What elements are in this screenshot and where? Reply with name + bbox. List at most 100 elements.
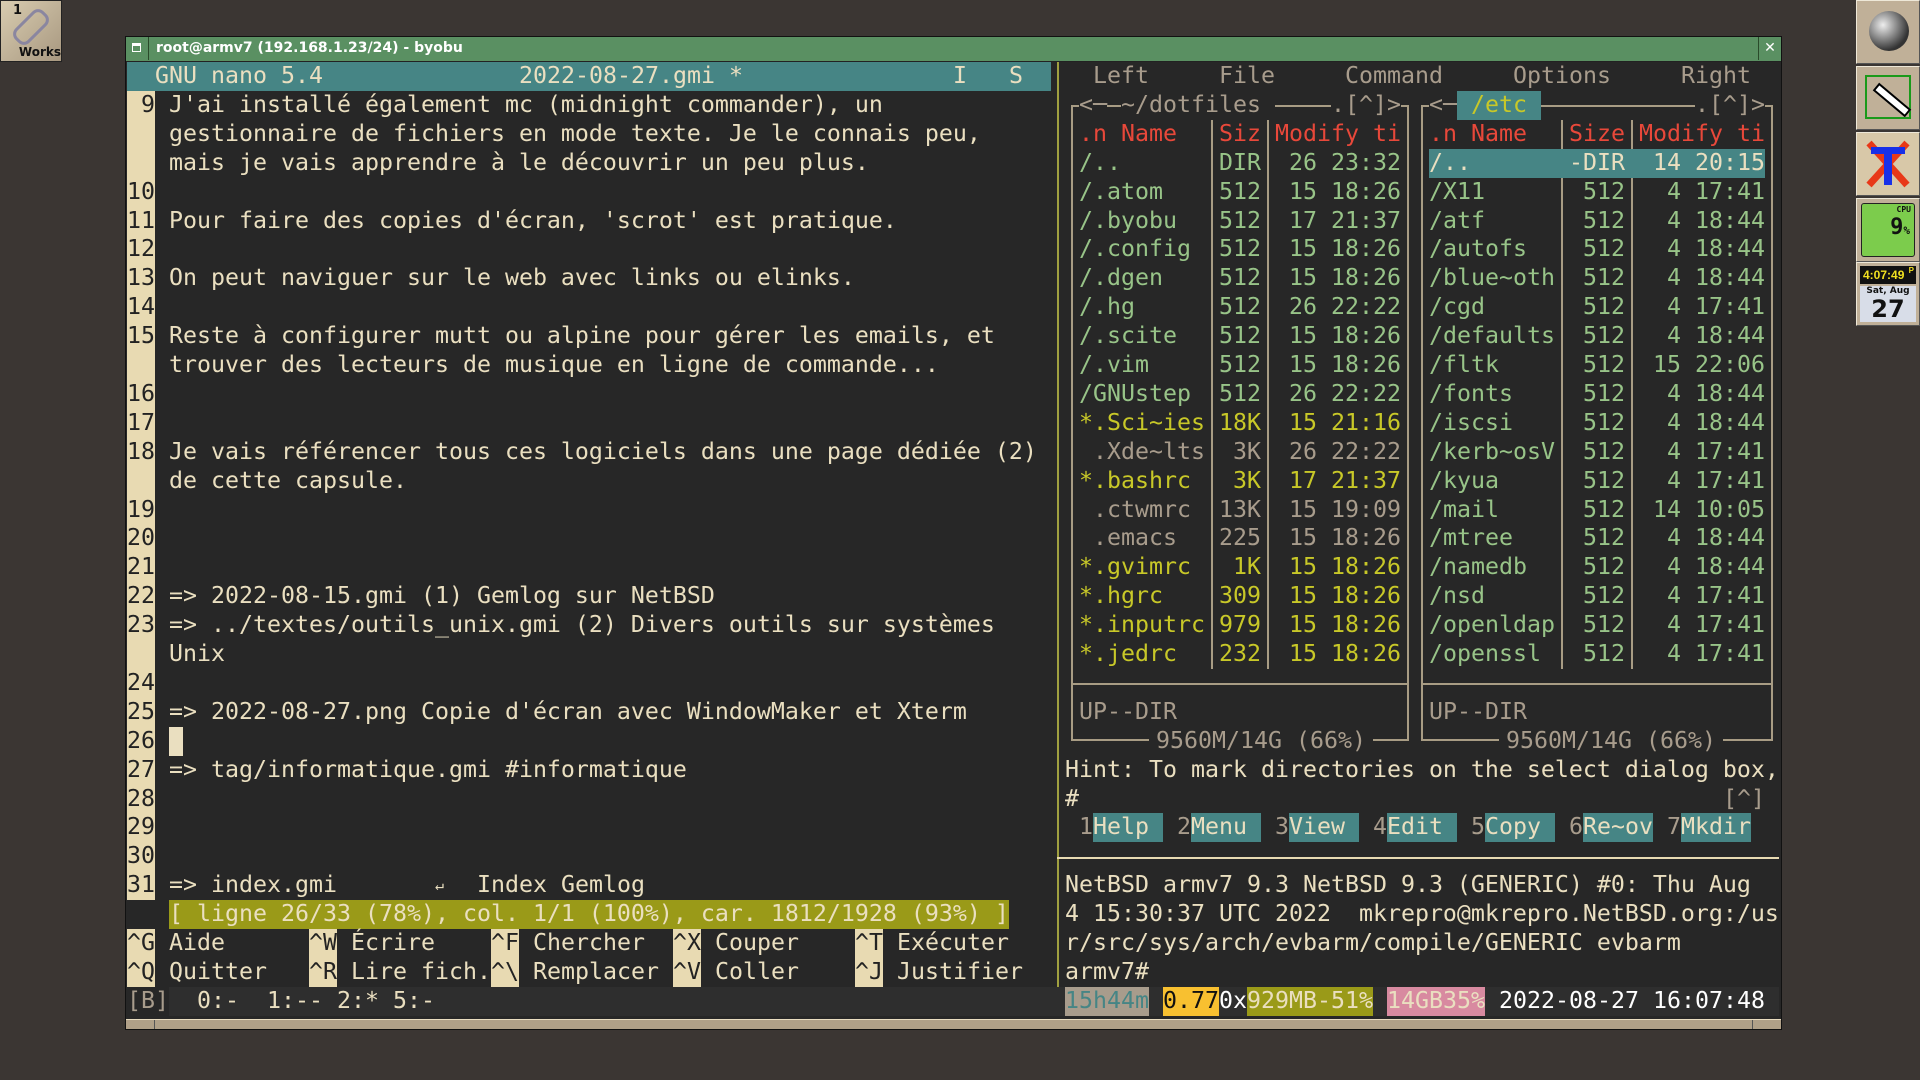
- xterm-icon[interactable]: [1856, 132, 1920, 196]
- menu-command[interactable]: Command: [1345, 62, 1443, 89]
- file-name[interactable]: *.inputrc: [1079, 611, 1205, 639]
- command-prompt[interactable]: #: [1065, 784, 1079, 812]
- fkey-reov-button[interactable]: Re~ov: [1583, 813, 1653, 843]
- fkey-view-button[interactable]: View: [1289, 813, 1359, 843]
- shortcut-key[interactable]: ^T: [855, 929, 883, 958]
- file-name[interactable]: /namedb: [1429, 553, 1527, 581]
- shortcut-label[interactable]: Couper: [715, 929, 799, 956]
- file-name[interactable]: /iscsi: [1429, 408, 1513, 436]
- shortcut-label[interactable]: Aide: [169, 929, 225, 956]
- file-name[interactable]: *.hgrc: [1079, 582, 1163, 610]
- shortcut-label[interactable]: Quitter: [169, 957, 267, 985]
- prompt-history-button[interactable]: [^]: [1723, 784, 1765, 812]
- file-name[interactable]: /mtree: [1429, 524, 1513, 552]
- miniaturize-button[interactable]: [126, 37, 149, 60]
- file-name[interactable]: /.dgen: [1079, 264, 1163, 292]
- shortcut-key[interactable]: ^X: [673, 929, 701, 958]
- menu-file[interactable]: File: [1219, 62, 1275, 89]
- byobu-window-list[interactable]: 0:- 1:-- 2:* 5:-: [197, 986, 435, 1014]
- file-name[interactable]: .Xde~lts: [1079, 437, 1205, 465]
- shortcut-label[interactable]: Exécuter: [897, 929, 1009, 956]
- text-line[interactable]: => index.gmi: [169, 871, 337, 899]
- fkey-menu-button[interactable]: Menu: [1191, 813, 1261, 843]
- window-titlebar[interactable]: root@armv7 (192.168.1.23/24) - byobu ✕: [126, 37, 1781, 62]
- file-name[interactable]: /fltk: [1429, 351, 1499, 378]
- file-name[interactable]: /cgd: [1429, 293, 1485, 321]
- shortcut-key[interactable]: ^V: [673, 957, 701, 987]
- file-name[interactable]: /.config: [1079, 235, 1191, 263]
- fkey-copy-button[interactable]: Copy: [1485, 813, 1555, 843]
- file-name[interactable]: /defaults: [1429, 322, 1555, 350]
- file-name[interactable]: /kerb~osV: [1429, 437, 1555, 465]
- file-name[interactable]: /autofs: [1429, 235, 1527, 263]
- resize-bar[interactable]: [126, 1019, 1781, 1029]
- shortcut-key[interactable]: ^J: [855, 957, 883, 987]
- file-name[interactable]: /mail: [1429, 495, 1499, 523]
- file-name[interactable]: /nsd: [1429, 582, 1485, 610]
- text-line[interactable]: Je vais référencer tous ces logiciels da…: [169, 437, 1037, 465]
- file-name[interactable]: /.byobu: [1079, 206, 1177, 234]
- shortcut-label[interactable]: Justifier: [897, 957, 1023, 985]
- file-name[interactable]: /.scite: [1079, 322, 1177, 350]
- menu-left[interactable]: Left: [1093, 62, 1149, 89]
- shortcut-key[interactable]: ^F: [491, 929, 519, 958]
- text-line[interactable]: => ../textes/outils_unix.gmi (2) Divers …: [169, 611, 995, 639]
- file-name[interactable]: /fonts: [1429, 379, 1513, 407]
- file-name[interactable]: /atf: [1429, 206, 1485, 234]
- shortcut-label[interactable]: Remplacer: [533, 957, 659, 985]
- file-name[interactable]: /.atom: [1079, 177, 1163, 205]
- file-name[interactable]: .ctwmrc: [1079, 495, 1191, 523]
- file-name[interactable]: *.jedrc: [1079, 640, 1177, 667]
- fkey-mkdir-button[interactable]: Mkdir: [1681, 813, 1751, 843]
- file-name[interactable]: /openssl: [1429, 640, 1541, 667]
- file-name[interactable]: /.vim: [1079, 351, 1149, 378]
- shortcut-key[interactable]: ^W: [309, 929, 337, 958]
- text-line[interactable]: mais je vais apprendre à le découvrir un…: [169, 148, 869, 176]
- shortcut-label[interactable]: Coller: [715, 957, 799, 985]
- file-name[interactable]: /blue~oth: [1429, 264, 1555, 292]
- file-name[interactable]: /GNUstep: [1079, 379, 1191, 407]
- fkey-edit-button[interactable]: Edit: [1387, 813, 1457, 843]
- file-name[interactable]: /..: [1429, 148, 1471, 176]
- shortcut-key[interactable]: ^G: [127, 929, 155, 958]
- shortcut-key[interactable]: ^R: [309, 957, 337, 987]
- text-line[interactable]: J'ai installé également mc (midnight com…: [169, 90, 883, 118]
- file-name[interactable]: /..: [1079, 148, 1121, 176]
- panel-path[interactable]: ~/dotfiles: [1121, 90, 1275, 120]
- panel-path-history[interactable]: .[^]>: [1695, 90, 1765, 120]
- file-name[interactable]: /openldap: [1429, 611, 1555, 639]
- preferences-wrench-icon[interactable]: [1856, 66, 1920, 130]
- file-name[interactable]: *.Sci~ies: [1079, 408, 1205, 436]
- text-line[interactable]: => 2022-08-15.gmi (1) Gemlog sur NetBSD: [169, 582, 715, 610]
- text-line[interactable]: On peut naviguer sur le web avec links o…: [169, 264, 855, 292]
- text-line[interactable]: => tag/informatique.gmi #informatique: [169, 755, 687, 783]
- shortcut-key[interactable]: ^Q: [127, 957, 155, 987]
- file-mtime: 26 22:22: [1289, 379, 1401, 407]
- menu-options[interactable]: Options: [1513, 62, 1611, 89]
- file-name[interactable]: /kyua: [1429, 466, 1499, 494]
- text-line[interactable]: Reste à configurer mutt ou alpine pour g…: [169, 322, 995, 350]
- text-line[interactable]: gestionnaire de fichiers en mode texte. …: [169, 119, 981, 147]
- text-line[interactable]: Unix: [169, 640, 225, 667]
- file-name[interactable]: /X11: [1429, 177, 1485, 205]
- file-name[interactable]: /.hg: [1079, 293, 1135, 321]
- file-name[interactable]: .emacs: [1079, 524, 1177, 552]
- text-line[interactable]: Pour faire des copies d'écran, 'scrot' e…: [169, 206, 897, 234]
- panel-path-history[interactable]: .[^]>: [1331, 90, 1401, 120]
- file-name[interactable]: *.gvimrc: [1079, 553, 1191, 581]
- workspace-icon[interactable]: 1 Works: [0, 0, 62, 62]
- terminal-content[interactable]: GNU nano 5.4 2022-08-27.gmi * I S 9 J'ai inst…: [127, 62, 1779, 1019]
- fkey-help-button[interactable]: Help: [1093, 813, 1163, 843]
- close-button[interactable]: ✕: [1758, 37, 1781, 60]
- shortcut-label[interactable]: Lire fich.: [351, 957, 491, 985]
- panel-path[interactable]: /etc: [1457, 90, 1541, 120]
- shortcut-key[interactable]: ^\: [491, 957, 519, 987]
- menu-right[interactable]: Right: [1681, 62, 1751, 89]
- shortcut-label[interactable]: Chercher: [533, 929, 645, 956]
- windowmaker-logo-icon[interactable]: [1856, 0, 1920, 64]
- file-name[interactable]: *.bashrc: [1079, 466, 1191, 494]
- text-line[interactable]: de cette capsule.: [169, 466, 407, 494]
- text-line[interactable]: trouver des lecteurs de musique en ligne…: [169, 351, 939, 378]
- shortcut-label[interactable]: Écrire: [351, 929, 435, 956]
- text-line[interactable]: => 2022-08-27.png Copie d'écran avec Win…: [169, 697, 967, 725]
